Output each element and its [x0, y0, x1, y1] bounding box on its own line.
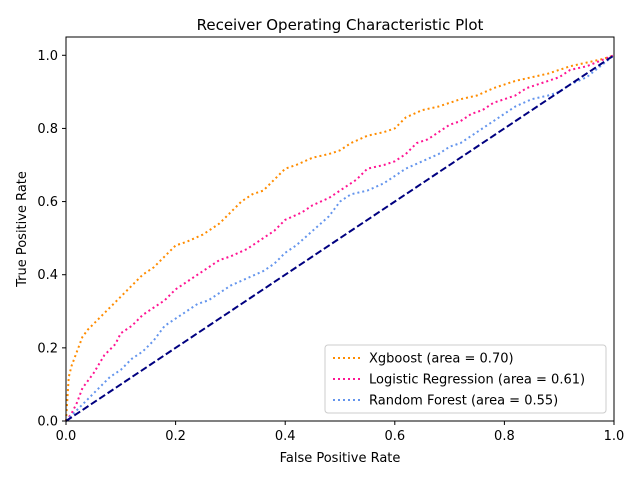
- x-tick-label: 0.8: [494, 429, 515, 444]
- legend-box: [324, 344, 607, 414]
- y-tick-label: 1.0: [37, 49, 58, 64]
- plot-frame: [65, 36, 615, 422]
- y-tick-label: 0.8: [37, 122, 58, 137]
- x-tick-label: 0.2: [165, 429, 186, 444]
- legend-entry: Logistic Regression (area = 0.61): [369, 373, 585, 388]
- x-axis: 0.0 0.2 0.4 0.6 0.8 1.0: [56, 421, 625, 444]
- x-axis-label: False Positive Rate: [280, 451, 401, 466]
- x-tick-label: 0.0: [56, 429, 77, 444]
- y-tick-label: 0.4: [37, 268, 58, 283]
- y-tick-label: 0.6: [37, 195, 58, 210]
- legend-entry: Random Forest (area = 0.55): [369, 394, 558, 409]
- x-tick-label: 0.4: [275, 429, 296, 444]
- chart-title: Receiver Operating Characteristic Plot: [197, 16, 484, 34]
- series-line-0: [65, 54, 615, 422]
- y-axis: 0.0 0.2 0.4 0.6 0.8 1.0: [37, 49, 66, 430]
- x-tick-label: 1.0: [604, 429, 625, 444]
- plot-area: [65, 54, 615, 422]
- x-tick-label: 0.6: [384, 429, 405, 444]
- legend-entry: Xgboost (area = 0.70): [369, 352, 514, 367]
- y-axis-label: True Positive Rate: [15, 171, 30, 288]
- y-tick-label: 0.2: [37, 341, 58, 356]
- y-tick-label: 0.0: [37, 415, 58, 430]
- legend: Xgboost (area = 0.70) Logistic Regression…: [324, 344, 607, 414]
